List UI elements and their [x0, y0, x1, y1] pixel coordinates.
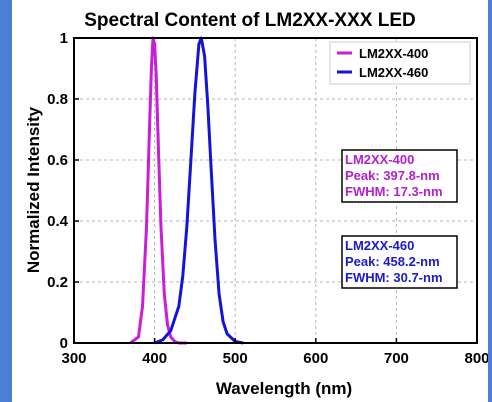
- y-tick-label: 0.8: [47, 91, 68, 108]
- annotation-text: LM2XX-460: [345, 238, 414, 253]
- legend-label: LM2XX-400: [359, 46, 428, 61]
- annotation-text: LM2XX-400: [345, 152, 414, 167]
- x-tick-label: 400: [142, 350, 167, 367]
- annotation-text: Peak: 397.8-nm: [345, 168, 440, 183]
- annotation-text: FWHM: 30.7-nm: [345, 270, 443, 285]
- legend-label: LM2XX-460: [359, 65, 428, 80]
- y-tick-label: 1: [60, 30, 68, 47]
- x-axis-label: Wavelength (nm): [216, 379, 352, 398]
- x-tick-label: 500: [223, 350, 248, 367]
- legend: LM2XX-400 LM2XX-460: [329, 41, 471, 85]
- grid: [74, 38, 477, 343]
- series-line-lm2xx-400: [129, 36, 187, 345]
- y-tick-label: 0.6: [47, 152, 68, 169]
- series-lines: [129, 36, 244, 345]
- legend-box: [329, 41, 471, 85]
- y-axis-label: Normalized Intensity: [24, 106, 43, 273]
- annotation-box: [341, 149, 458, 203]
- chart-panel: Spectral Content of LM2XX-XXX LED Wavele…: [12, 0, 488, 402]
- series-line-lm2xx-460: [154, 36, 244, 345]
- x-tick-label: 300: [61, 350, 86, 367]
- y-tick-label: 0.2: [47, 274, 68, 291]
- y-tick-label: 0: [60, 335, 68, 352]
- annotation-text: Peak: 458.2-nm: [345, 254, 440, 269]
- chart-title: Spectral Content of LM2XX-XXX LED: [84, 10, 415, 31]
- annotation-text: FWHM: 17.3-nm: [345, 184, 443, 199]
- annotation-box: [341, 235, 458, 289]
- x-tick-label: 800: [464, 350, 488, 367]
- spectral-chart: Spectral Content of LM2XX-XXX LED Wavele…: [24, 10, 488, 398]
- x-tick-label: 700: [384, 350, 409, 367]
- plot-frame: [73, 37, 478, 344]
- x-tick-label: 600: [303, 350, 328, 367]
- axes: 300 400 500 600 700 800 0 0.2 0.4 0.6 0.8 1: [47, 30, 488, 367]
- y-tick-label: 0.4: [47, 213, 69, 230]
